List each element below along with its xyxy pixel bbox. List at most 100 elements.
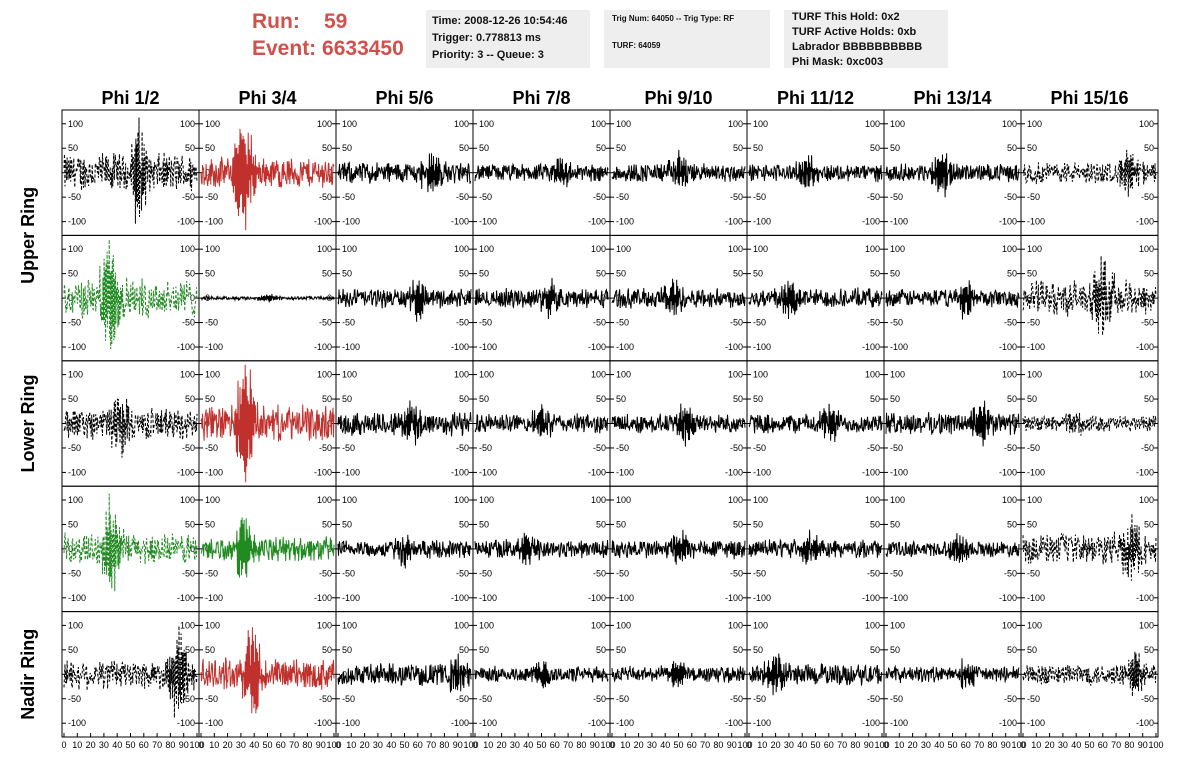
y-tick-label-left: -50 xyxy=(342,694,355,704)
run-value: 59 xyxy=(324,10,348,33)
y-tick-label-right: -50 xyxy=(867,443,880,453)
y-tick-label-right: 50 xyxy=(733,519,743,529)
y-tick-label-right: -100 xyxy=(314,342,332,352)
y-tick-label-right: 100 xyxy=(180,495,195,505)
y-tick-label-right: 100 xyxy=(454,495,469,505)
waveform-trace xyxy=(748,529,883,565)
y-tick-label-right: 50 xyxy=(459,645,469,655)
waveform-trace xyxy=(474,661,609,689)
x-tick-label: 20 xyxy=(908,740,918,750)
waveform-trace xyxy=(748,653,883,696)
y-tick-label-left: 100 xyxy=(68,495,83,505)
ring-label: Lower Ring xyxy=(18,375,38,473)
waveform-trace xyxy=(611,278,746,316)
waveform-trace xyxy=(611,149,746,187)
y-tick-label-right: -50 xyxy=(319,694,332,704)
x-tick-label: 80 xyxy=(165,740,175,750)
y-tick-label-left: 100 xyxy=(616,370,631,380)
y-tick-label-left: -50 xyxy=(1027,192,1040,202)
y-tick-label-left: 100 xyxy=(205,370,220,380)
y-tick-label-right: -50 xyxy=(319,443,332,453)
y-tick-label-right: -50 xyxy=(1141,192,1154,202)
y-tick-label-right: -50 xyxy=(182,318,195,328)
y-tick-label-left: -100 xyxy=(616,593,634,603)
y-tick-label-right: -50 xyxy=(182,694,195,704)
y-tick-label-left: -50 xyxy=(616,192,629,202)
waveform-trace xyxy=(474,532,609,566)
y-tick-label-left: 100 xyxy=(68,620,83,630)
y-tick-label-right: -50 xyxy=(319,192,332,202)
waveform-trace xyxy=(611,661,746,688)
y-tick-label-left: -100 xyxy=(890,593,908,603)
y-tick-label-right: -100 xyxy=(177,217,195,227)
waveform-trace xyxy=(748,403,883,443)
x-tick-label: 40 xyxy=(660,740,670,750)
y-tick-label-right: 100 xyxy=(728,119,743,129)
y-tick-label-left: 100 xyxy=(616,119,631,129)
y-tick-label-right: -50 xyxy=(319,568,332,578)
waveform-trace xyxy=(885,153,1020,198)
y-tick-label-left: 50 xyxy=(342,394,352,404)
x-tick-label: 100 xyxy=(1011,740,1026,750)
y-tick-label-left: -50 xyxy=(342,192,355,202)
x-tick-label: 50 xyxy=(536,740,546,750)
waveform-trace xyxy=(63,117,198,224)
x-tick-label: 70 xyxy=(426,740,436,750)
x-tick-label: 30 xyxy=(647,740,657,750)
y-tick-label-left: 0 xyxy=(68,293,73,303)
y-tick-label-right: -100 xyxy=(999,467,1017,477)
y-tick-label-left: -50 xyxy=(753,568,766,578)
y-tick-label-left: -100 xyxy=(479,593,497,603)
y-tick-label-right: -100 xyxy=(588,467,606,477)
y-tick-label-right: -100 xyxy=(314,467,332,477)
y-tick-label-right: 50 xyxy=(870,269,880,279)
y-tick-label-right: -100 xyxy=(314,217,332,227)
y-tick-label-right: -100 xyxy=(999,718,1017,728)
x-tick-label: 40 xyxy=(112,740,122,750)
y-tick-label-right: 100 xyxy=(1139,244,1154,254)
y-tick-label-right: 50 xyxy=(733,645,743,655)
trigger-info-box: Trig Num: 64050 -- Trig Type: RF TURF: 6… xyxy=(604,10,770,68)
y-tick-label-left: -50 xyxy=(890,443,903,453)
y-tick-label-right: 100 xyxy=(180,620,195,630)
y-tick-label-left: 50 xyxy=(68,394,78,404)
y-tick-label-right: 50 xyxy=(1144,143,1154,153)
y-tick-label-right: -100 xyxy=(725,718,743,728)
x-tick-label: 40 xyxy=(249,740,259,750)
turf-active-text: TURF Active Holds: 0xb xyxy=(792,26,917,38)
y-tick-label-right: 50 xyxy=(185,645,195,655)
y-tick-label-right: 100 xyxy=(454,119,469,129)
y-tick-label-left: 100 xyxy=(1027,495,1042,505)
y-tick-label-right: -50 xyxy=(1141,443,1154,453)
y-tick-label-right: 50 xyxy=(1144,645,1154,655)
y-tick-label-left: 50 xyxy=(479,519,489,529)
y-tick-label-right: -50 xyxy=(456,694,469,704)
y-tick-label-right: 50 xyxy=(596,519,606,529)
event-row: Event: 6633450 xyxy=(252,35,404,62)
y-tick-label-left: -50 xyxy=(753,694,766,704)
y-tick-label-left: 100 xyxy=(205,119,220,129)
y-tick-label-left: 100 xyxy=(753,244,768,254)
y-tick-label-left: -100 xyxy=(479,467,497,477)
y-tick-label-right: 50 xyxy=(185,269,195,279)
y-tick-label-right: -50 xyxy=(456,443,469,453)
y-tick-label-right: -50 xyxy=(1004,443,1017,453)
y-tick-label-left: 100 xyxy=(479,495,494,505)
y-tick-label-left: -50 xyxy=(342,443,355,453)
y-tick-label-left: 50 xyxy=(342,143,352,153)
waveform-trace xyxy=(200,627,335,714)
y-tick-label-left: 100 xyxy=(342,495,357,505)
y-tick-label-right: 50 xyxy=(1007,519,1017,529)
event-label: Event: xyxy=(252,37,317,60)
y-tick-label-right: 50 xyxy=(185,143,195,153)
ring-label: Upper Ring xyxy=(18,187,38,284)
x-tick-label: 30 xyxy=(373,740,383,750)
x-tick-label: 10 xyxy=(346,740,356,750)
y-tick-label-left: 50 xyxy=(890,645,900,655)
waveform-trace xyxy=(885,658,1020,690)
y-tick-label-left: 0 xyxy=(753,419,758,429)
x-tick-label: 30 xyxy=(99,740,109,750)
y-tick-label-left: -100 xyxy=(479,342,497,352)
y-tick-label-left: 50 xyxy=(616,394,626,404)
y-tick-label-left: 100 xyxy=(479,370,494,380)
